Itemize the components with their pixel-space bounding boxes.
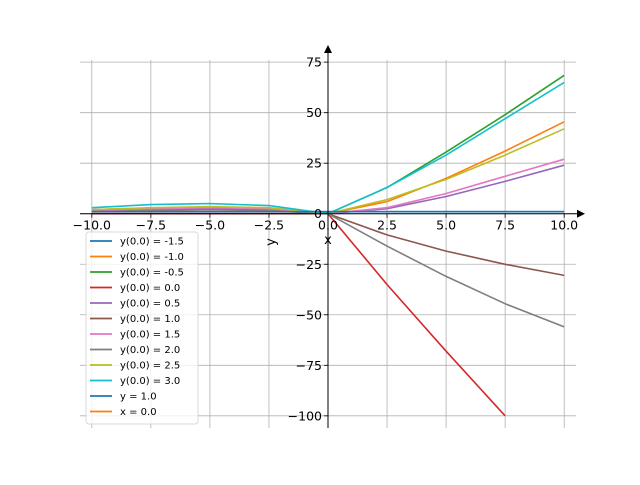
legend-entry: y(0.0) = -0.5: [120, 268, 184, 279]
x-tick-label: 0.0: [318, 218, 338, 233]
y-axis-label: y: [264, 238, 279, 246]
x-tick-label: 2.5: [377, 218, 397, 233]
legend-entry: y(0.0) = -1.5: [120, 237, 184, 248]
y-tick-label: −100: [288, 408, 322, 423]
axes: [80, 45, 585, 428]
y-tick-label: 0: [314, 206, 322, 221]
legend-entry: y(0.0) = 0.5: [120, 299, 180, 310]
legend-entry: y(0.0) = 1.0: [120, 314, 180, 325]
y-axis-arrow: [324, 45, 332, 53]
legend-entry: y(0.0) = 3.0: [120, 376, 180, 387]
y-tick-label: −25: [296, 257, 322, 272]
legend-entry: y(0.0) = 1.5: [120, 330, 180, 341]
legend-entry: x = 0.0: [120, 407, 157, 418]
legend-entry: y(0.0) = -1.0: [120, 252, 184, 263]
x-tick-label: −5.0: [195, 218, 225, 233]
legend: y(0.0) = -1.5 y(0.0) = -1.0 y(0.0) = -0.5 y…: [85, 231, 199, 425]
legend-entry: y(0.0) = 2.5: [120, 361, 180, 372]
legend-entry: y = 1.0: [120, 392, 157, 403]
y-tick-label: −50: [296, 307, 322, 322]
legend-entry: y(0.0) = 0.0: [120, 283, 180, 294]
legend-entry: y(0.0) = 2.0: [120, 345, 180, 356]
tick-labels: −10.0 −7.5 −5.0 −2.5 0.0 2.5 5.0 7.5 10.0 −100 −75…: [73, 55, 578, 424]
x-axis-arrow: [577, 209, 585, 218]
x-tick-label: 5.0: [436, 218, 456, 233]
y-tick-label: 75: [306, 55, 322, 70]
x-tick-label: −7.5: [136, 218, 166, 233]
x-tick-label: 7.5: [495, 218, 515, 233]
x-tick-label: −10.0: [73, 218, 111, 233]
y-tick-label: −75: [296, 358, 322, 373]
x-tick-label: 10.0: [550, 218, 578, 233]
x-tick-label: −2.5: [254, 218, 284, 233]
y-tick-label: 25: [306, 156, 322, 171]
y-tick-label: 50: [306, 105, 322, 120]
legend-box: [85, 231, 199, 425]
x-axis-label: x: [324, 233, 332, 248]
